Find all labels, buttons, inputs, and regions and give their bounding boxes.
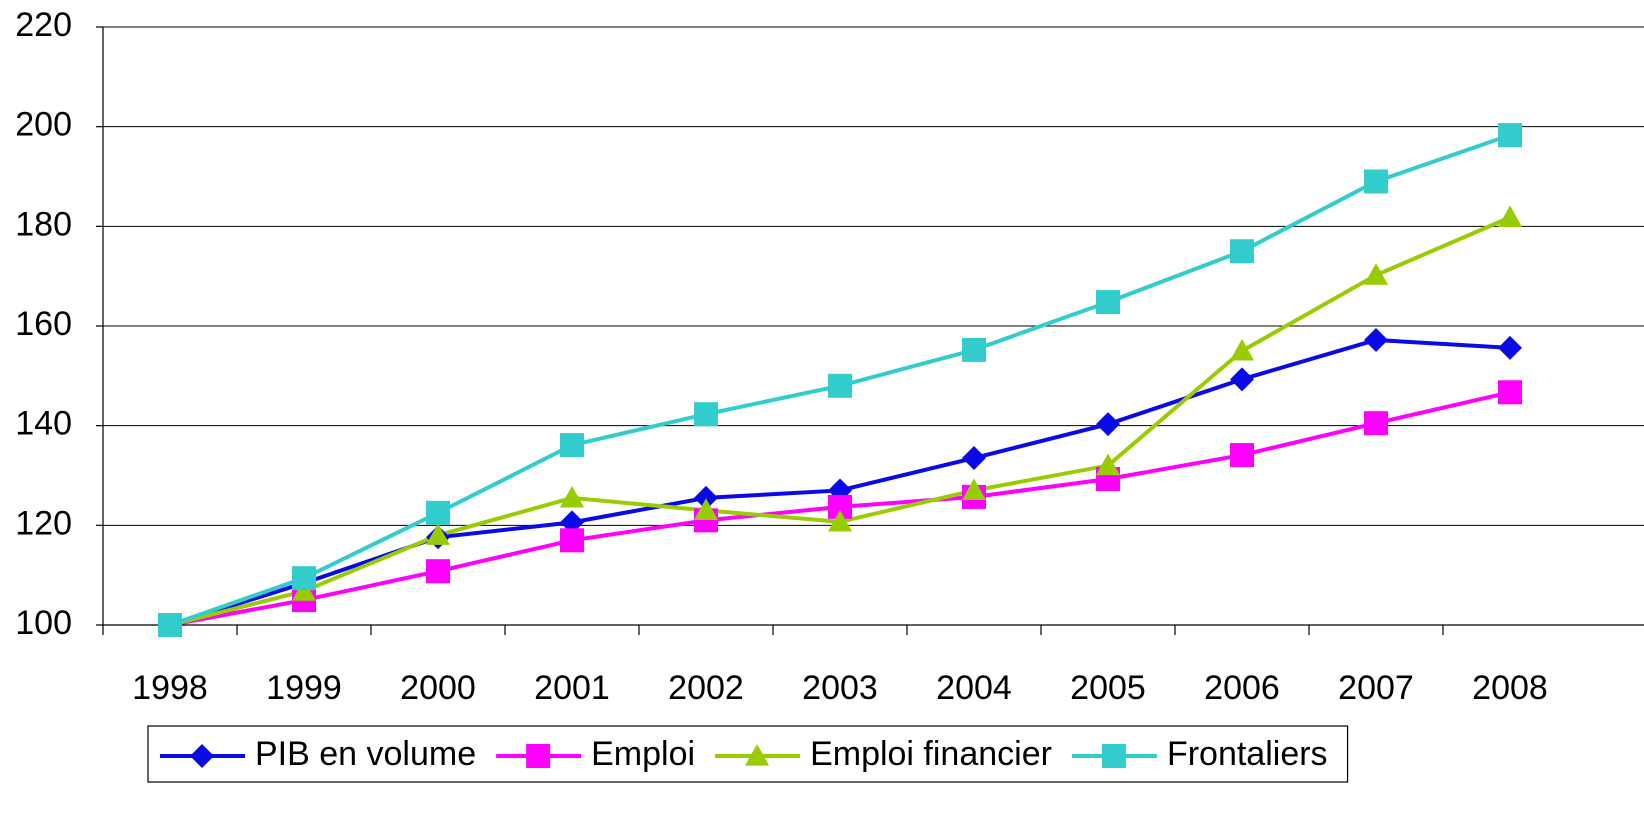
- point: [1096, 453, 1120, 476]
- point: [1364, 263, 1388, 285]
- legend-label: Frontaliers: [1167, 735, 1328, 773]
- point: [560, 433, 584, 458]
- x-tick-label: 2006: [1204, 669, 1280, 707]
- y-tick-label: 120: [15, 504, 72, 542]
- legend: PIB en volume Emploi Emploi financier Front…: [147, 725, 1349, 783]
- point: [962, 337, 986, 362]
- point: [426, 559, 450, 584]
- point: [828, 509, 852, 532]
- point: [1498, 205, 1522, 227]
- y-tick-label: 220: [15, 6, 72, 44]
- point: [1498, 335, 1522, 360]
- legend-marker: [1101, 744, 1126, 768]
- point: [1230, 338, 1254, 361]
- legend-marker: [526, 744, 551, 768]
- point: [1364, 411, 1388, 436]
- x-tick-label: 1999: [266, 669, 342, 707]
- point: [694, 402, 718, 427]
- point: [1230, 443, 1254, 468]
- series-line: [169, 215, 1511, 627]
- point: [1364, 327, 1388, 352]
- legend-label: PIB en volume: [255, 735, 476, 773]
- point: [1230, 367, 1254, 392]
- point: [962, 446, 986, 471]
- point: [1498, 123, 1522, 148]
- point: [694, 498, 718, 520]
- point: [1498, 380, 1522, 405]
- x-tick-label: 2003: [802, 669, 878, 707]
- legend-marker: [745, 744, 770, 766]
- x-tick-label: 1998: [132, 669, 208, 707]
- x-tick-label: 2005: [1070, 669, 1146, 707]
- point: [828, 373, 852, 398]
- point: [560, 485, 584, 508]
- point: [962, 478, 986, 501]
- x-tick-label: 2000: [400, 669, 476, 707]
- y-tick-label: 160: [15, 305, 72, 343]
- legend-label: Emploi financier: [810, 735, 1052, 773]
- point: [1096, 290, 1120, 315]
- point: [694, 485, 718, 510]
- y-tick-label: 180: [15, 205, 72, 243]
- point: [426, 523, 450, 545]
- point: [158, 613, 182, 637]
- x-tick-label: 2007: [1338, 669, 1414, 707]
- point: [560, 528, 584, 553]
- point: [1096, 412, 1120, 437]
- legend-label: Emploi: [591, 735, 695, 773]
- x-tick-label: 2001: [534, 669, 610, 707]
- x-tick-label: 2008: [1472, 669, 1548, 707]
- x-tick-label: 2004: [936, 669, 1012, 707]
- point: [1230, 239, 1254, 264]
- point: [292, 566, 316, 591]
- y-tick-label: 140: [15, 405, 72, 443]
- y-tick-label: 100: [15, 604, 72, 642]
- point: [1364, 169, 1388, 194]
- x-tick-label: 2002: [668, 669, 744, 707]
- y-tick-label: 200: [15, 106, 72, 144]
- point: [426, 500, 450, 525]
- legend-marker: [190, 744, 214, 768]
